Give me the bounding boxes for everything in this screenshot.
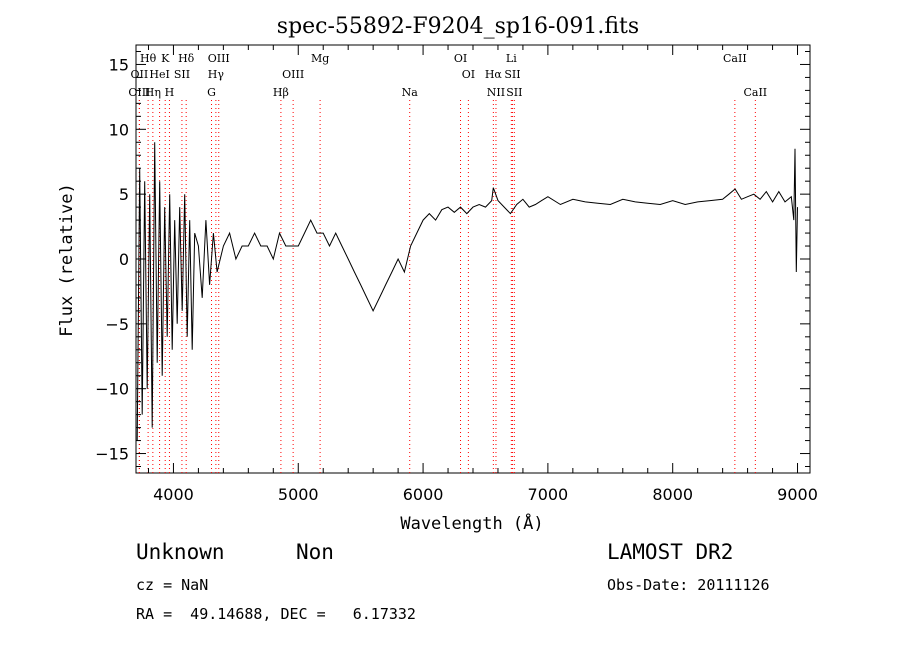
line-label-24: CaII <box>743 86 767 99</box>
line-label-9: OIII <box>208 52 230 65</box>
line-label-19: NII <box>487 86 505 99</box>
observation-date: Obs-Date: 20111126 <box>607 576 770 594</box>
y-tick-label-1: −10 <box>95 380 129 399</box>
line-marker-layer <box>138 100 756 473</box>
line-label-10: Hγ <box>208 68 225 81</box>
y-tick-label-2: −5 <box>105 315 129 334</box>
line-label-layer: Hθ OII OIII HeI Hη K SII H Hδ OIII Hγ G OIII Hβ Mg Na OI… <box>128 52 767 99</box>
line-label-15: Na <box>402 86 419 99</box>
line-label-7: H <box>165 86 175 99</box>
y-tick-label-0: −15 <box>95 445 129 464</box>
coordinates: RA = 49.14688, DEC = 6.17332 <box>136 605 416 623</box>
line-label-16: OI <box>454 52 467 65</box>
line-label-1: OII <box>131 68 149 81</box>
object-class: Unknown <box>136 540 225 564</box>
x-tick-label-0: 4000 <box>153 485 194 504</box>
line-label-21: SII <box>504 68 520 81</box>
x-tick-label-3: 7000 <box>528 485 569 504</box>
chart-title: spec-55892-F9204_sp16-091.fits <box>277 14 639 39</box>
object-subclass: Non <box>296 540 334 564</box>
line-label-12: OIII <box>282 68 304 81</box>
x-axis-ticks: 4000 5000 6000 7000 8000 9000 <box>147 45 818 504</box>
y-tick-label-4: 5 <box>119 185 129 204</box>
line-label-0: Hθ <box>140 52 157 65</box>
line-label-20: Li <box>506 52 517 65</box>
line-label-4: Hη <box>145 86 161 99</box>
line-label-13: Hβ <box>273 86 289 99</box>
redshift-cz: cz = NaN <box>136 576 209 594</box>
y-tick-label-5: 10 <box>109 120 129 139</box>
line-label-3: HeI <box>149 68 169 81</box>
line-label-22: SII <box>506 86 522 99</box>
plot-frame <box>135 44 811 474</box>
y-axis-ticks: −15 −10 −5 0 5 10 15 <box>95 50 810 468</box>
line-label-17: OI <box>462 68 475 81</box>
line-label-5: K <box>161 52 170 65</box>
survey-name: LAMOST DR2 <box>607 540 734 564</box>
line-label-18: Hα <box>485 68 503 81</box>
y-tick-label-6: 15 <box>109 55 129 74</box>
x-tick-label-4: 8000 <box>652 485 693 504</box>
x-tick-label-1: 5000 <box>278 485 319 504</box>
y-tick-label-3: 0 <box>119 250 129 269</box>
line-label-2: OIII <box>128 86 150 99</box>
line-label-23: CaII <box>723 52 747 65</box>
line-label-11: G <box>207 86 216 99</box>
x-tick-label-5: 9000 <box>777 485 818 504</box>
line-label-6: SII <box>174 68 190 81</box>
line-label-14: Mg <box>311 52 329 65</box>
line-label-8: Hδ <box>178 52 195 65</box>
x-tick-label-2: 6000 <box>403 485 444 504</box>
y-axis-label: Flux (relative) <box>57 183 77 337</box>
x-axis-label: Wavelength (Å) <box>400 512 543 534</box>
flux-series-line <box>136 142 798 441</box>
